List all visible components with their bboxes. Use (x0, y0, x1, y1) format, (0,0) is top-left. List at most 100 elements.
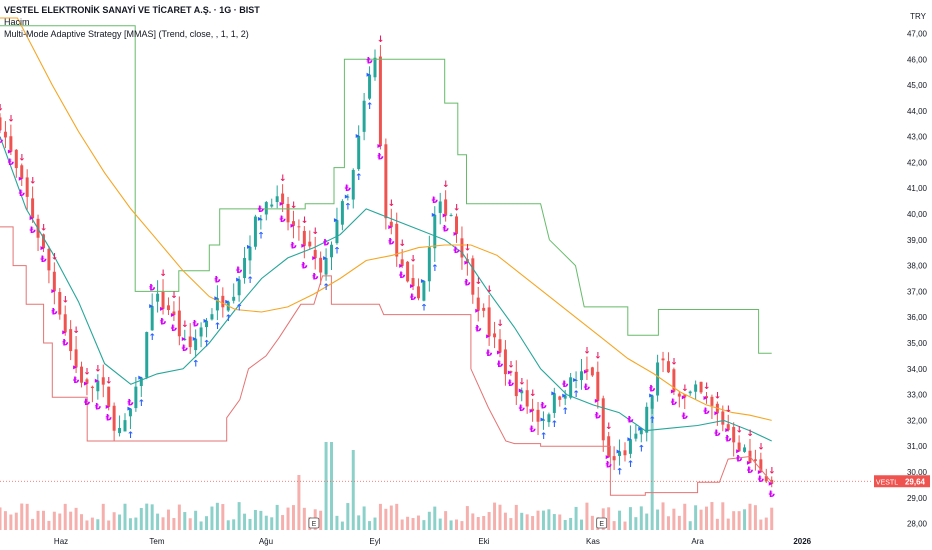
sell-arrow-marker: ↓ (377, 35, 385, 45)
sell-arrow-marker: ↓ (388, 199, 396, 209)
volume-bar (634, 517, 638, 530)
y-tick-label: 35,00 (907, 339, 928, 348)
candle-body (357, 135, 361, 170)
sell-arrow-marker: ↓ (464, 243, 472, 253)
candle-body (563, 395, 567, 399)
volume-bar (705, 506, 708, 530)
candle-body (737, 442, 741, 452)
flag-marker (236, 277, 241, 282)
lower-band-line (0, 226, 773, 496)
volume-bar (253, 509, 257, 530)
indicator-legend[interactable]: Multi-Mode Adaptive Strategy [MMAS] (Tre… (4, 29, 249, 39)
volume-bar (368, 521, 372, 530)
lira-marker: ₺ (486, 349, 493, 359)
buy-arrow-marker: ↑ (192, 360, 200, 370)
flag-marker (160, 306, 165, 311)
candle-body (628, 439, 632, 454)
sell-arrow-marker: ↓ (724, 405, 732, 415)
y-tick-label: 39,00 (907, 236, 928, 245)
flag-marker (181, 336, 186, 341)
volume-bar (514, 504, 518, 530)
sell-arrow-marker: ↓ (529, 389, 537, 399)
buy-arrow-marker: ↑ (572, 390, 580, 400)
volume-bar (580, 519, 584, 530)
candle-body (324, 258, 328, 275)
candle-body (661, 358, 665, 361)
candle-body (80, 366, 84, 383)
lira-marker: ₺ (19, 189, 26, 199)
lira-marker: ₺ (595, 412, 602, 422)
sell-arrow-marker: ↓ (181, 320, 189, 330)
volume-bar (574, 506, 578, 530)
y-tick-label: 30,00 (907, 468, 928, 477)
lira-marker: ₺ (649, 384, 656, 394)
candle-body (286, 203, 290, 223)
volume-bar (58, 513, 62, 530)
flag-marker (486, 334, 491, 339)
buy-arrow-marker: ↑ (203, 339, 211, 349)
sell-arrow-marker: ↓ (7, 115, 15, 125)
candle-body (612, 456, 616, 461)
y-tick-label: 36,00 (907, 313, 928, 322)
candle-body (433, 214, 437, 249)
buy-arrow-marker: ↑ (214, 322, 222, 332)
sell-arrow-marker: ↓ (583, 347, 591, 357)
candle-body (585, 369, 589, 372)
x-tick-label: Eyl (369, 537, 380, 546)
buy-arrow-marker: ↑ (344, 202, 352, 212)
flag-marker (681, 395, 686, 400)
volume-bar (498, 504, 502, 530)
flag-marker (453, 231, 458, 236)
flag-marker (83, 381, 88, 386)
volume-bar (118, 514, 122, 530)
candle-body (683, 394, 687, 398)
flag-marker (649, 393, 654, 398)
flag-marker (594, 398, 599, 403)
buy-arrow-marker: ↑ (616, 468, 624, 478)
candle-body (618, 451, 622, 456)
lira-marker: ₺ (606, 461, 613, 471)
volume-bar (422, 520, 426, 530)
volume-bar (36, 510, 40, 530)
price-tag: 29,64 (905, 477, 926, 486)
symbol-title[interactable]: VESTEL ELEKTRONİK SANAYİ VE TİCARET A.Ş.… (4, 5, 260, 15)
flag-marker (62, 330, 67, 335)
candle-body (340, 201, 344, 225)
flag-marker (529, 408, 534, 413)
candle-body (145, 332, 149, 378)
candle-body (406, 261, 410, 282)
flag-marker (714, 411, 719, 416)
flag-marker (627, 437, 632, 442)
flag-marker (301, 243, 306, 248)
volume-bar (683, 503, 687, 530)
lira-marker: ₺ (453, 246, 460, 256)
candle-body (134, 386, 138, 409)
candle-body (759, 459, 763, 473)
volume-bar (607, 507, 611, 530)
lira-marker: ₺ (540, 401, 547, 411)
volume-legend[interactable]: Hacim (4, 17, 30, 27)
candle-body (3, 131, 7, 138)
flag-marker (312, 256, 317, 261)
candle-body (460, 238, 464, 258)
sell-arrow-marker: ↓ (768, 466, 776, 476)
candle-body (69, 329, 73, 352)
volume-bar (503, 512, 507, 530)
volume-bar (9, 514, 13, 530)
lira-marker: ₺ (475, 324, 482, 334)
volume-bar (677, 515, 681, 530)
candle-body (753, 459, 757, 461)
lira-marker: ₺ (714, 429, 721, 439)
lira-marker: ₺ (366, 56, 373, 66)
volume-bar (14, 512, 18, 530)
lira-marker: ₺ (747, 466, 754, 476)
candle-body (509, 371, 513, 373)
volume-bar (438, 518, 442, 530)
lira-marker: ₺ (73, 376, 80, 386)
volume-bar (541, 510, 545, 530)
volume-bar (471, 513, 475, 530)
volume-bar (656, 509, 660, 530)
volume-bar (406, 516, 410, 530)
sell-arrow-marker: ↓ (746, 429, 754, 439)
